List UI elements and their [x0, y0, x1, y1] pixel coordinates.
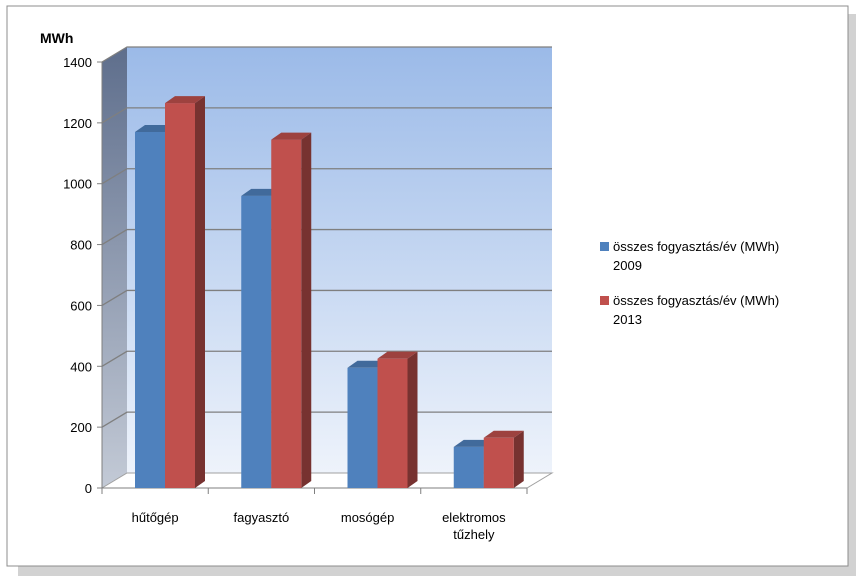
bars	[135, 96, 524, 489]
x-category-label: tűzhely	[453, 527, 495, 542]
y-tick-label: 400	[70, 359, 92, 374]
legend-swatch	[600, 296, 609, 305]
legend-label: 2009	[613, 258, 642, 273]
bar	[483, 430, 524, 488]
y-tick-label: 600	[70, 298, 92, 313]
back-wall	[127, 47, 552, 473]
y-tick-label: 1000	[63, 177, 92, 192]
x-category-label: mosógép	[341, 510, 394, 525]
y-tick-label: 0	[85, 481, 92, 496]
side-wall	[102, 47, 127, 488]
gridlines	[97, 46, 552, 489]
y-axis-tick-labels: 0 200 400 600 800 1000 1200 1400	[63, 55, 92, 496]
bar	[271, 132, 312, 489]
x-category-label: fagyasztó	[234, 510, 290, 525]
y-tick-label: 200	[70, 420, 92, 435]
legend-entry: összes fogyasztás/év (MWh) 2013	[600, 293, 779, 327]
gridline	[101, 228, 552, 246]
x-category-label: hűtőgép	[132, 510, 179, 525]
legend-label: 2013	[613, 312, 642, 327]
gridline	[101, 46, 552, 63]
y-axis-unit-label: MWh	[40, 30, 73, 46]
bar	[377, 351, 418, 488]
gridline	[101, 350, 552, 367]
gridline	[101, 107, 552, 124]
legend-label: összes fogyasztás/év (MWh)	[613, 239, 779, 254]
legend-swatch	[600, 242, 609, 251]
legend-entry: összes fogyasztás/év (MWh) 2009	[600, 239, 779, 273]
x-axis-category-labels: hűtőgép fagyasztó mosógép elektromos tűzhely	[132, 510, 507, 542]
gridline	[101, 168, 552, 185]
bar	[165, 96, 205, 488]
y-tick-label: 1200	[63, 116, 92, 131]
legend-label: összes fogyasztás/év (MWh)	[613, 293, 779, 308]
plot-walls	[100, 47, 554, 489]
gridline	[101, 289, 552, 306]
y-tick-label: 800	[70, 238, 92, 253]
y-tick-label: 1400	[63, 55, 92, 70]
x-category-label: elektromos	[442, 510, 506, 525]
